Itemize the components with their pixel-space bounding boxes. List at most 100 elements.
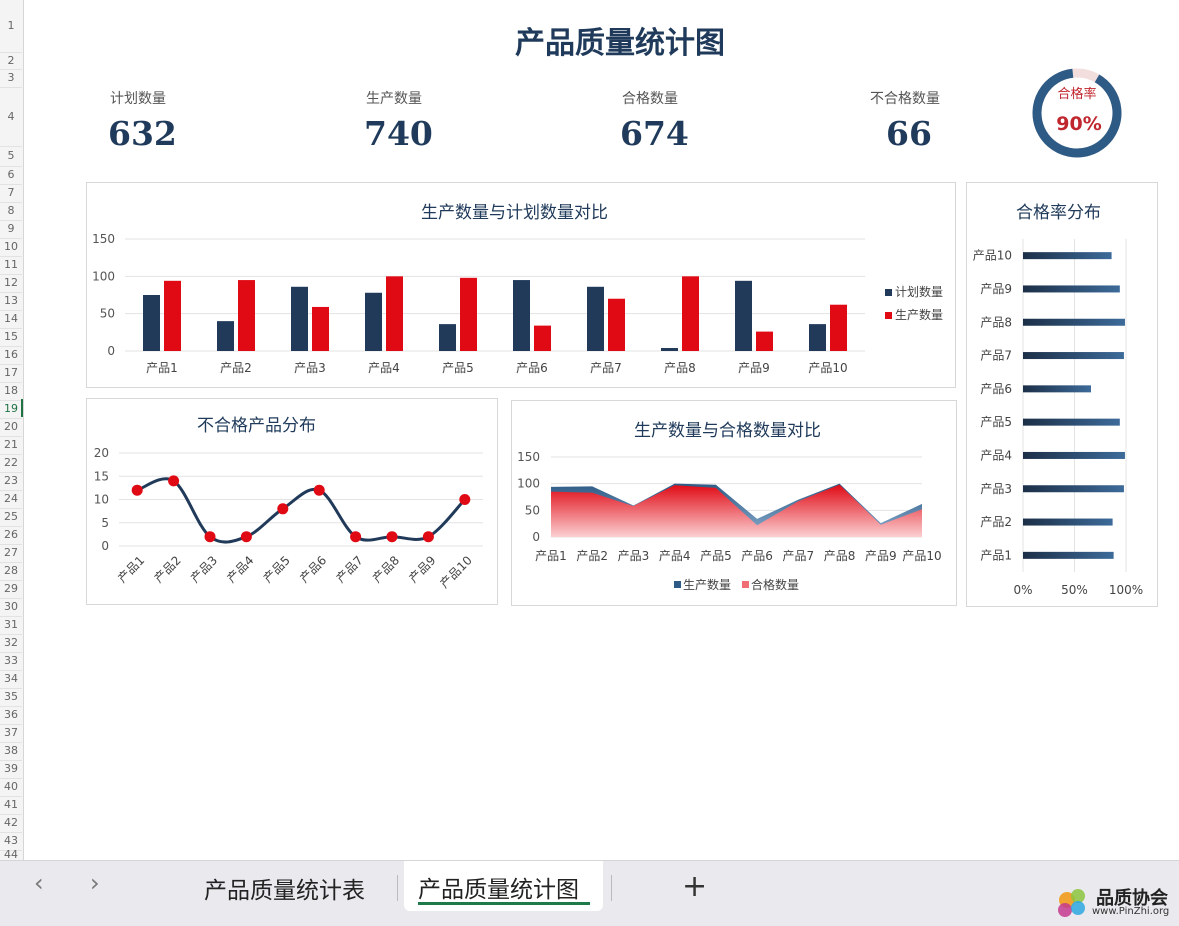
row-number[interactable]: 1 — [7, 19, 15, 32]
add-sheet-icon[interactable]: + — [682, 869, 708, 904]
row-number[interactable]: 3 — [7, 71, 15, 84]
y-tick-label: 0 — [101, 539, 109, 553]
row-divider — [0, 670, 22, 671]
data-point — [313, 484, 325, 496]
row-number[interactable]: 32 — [4, 636, 18, 649]
row-number[interactable]: 25 — [4, 510, 18, 523]
production-vs-plan-chart: 0 50 100 150 产品1 产品2 产品3 产品4 产品5 产品6 产品7 产品8 产品9 产品10… — [92, 232, 943, 375]
row-header: 1 2 3 4 5 6 7 8 9 10 11 12 13 14 15 16 17 18 19 20 21 22 23 24 2… — [0, 0, 24, 861]
bar — [1023, 485, 1124, 493]
bar — [1023, 285, 1120, 293]
row-number[interactable]: 17 — [4, 366, 18, 379]
row-number[interactable]: 44 — [4, 848, 18, 861]
row-number[interactable]: 20 — [4, 420, 18, 433]
row-number[interactable]: 41 — [4, 798, 18, 811]
row-number[interactable]: 29 — [4, 582, 18, 595]
row-number[interactable]: 21 — [4, 438, 18, 451]
row-number[interactable]: 30 — [4, 600, 18, 613]
bar — [1023, 352, 1124, 360]
defect-distribution-panel[interactable]: 不合格产品分布 0 5 10 15 20 产品1 产品2 产品3 产品4 产品5 产品6 产品7 产品8… — [86, 398, 498, 605]
row-number[interactable]: 11 — [4, 258, 18, 271]
row-number[interactable]: 12 — [4, 276, 18, 289]
sheet-tab-chart[interactable]: 产品质量统计图 — [404, 861, 603, 911]
row-number[interactable]: 14 — [4, 312, 18, 325]
row-number[interactable]: 35 — [4, 690, 18, 703]
bar — [386, 276, 403, 351]
kpi-qualified-label: 合格数量 — [622, 91, 678, 107]
x-tick-label: 0% — [1013, 583, 1032, 597]
row-divider — [0, 526, 22, 527]
pass-rate-panel[interactable]: 合格率分布 0% 50% 100% 产品10 产品9 产品8 产品7 产品6 产品5 产品4 产品3… — [966, 182, 1158, 607]
bar — [238, 280, 255, 351]
y-tick-label: 产品6 — [980, 382, 1012, 396]
row-number[interactable]: 40 — [4, 780, 18, 793]
pass-rate-chart: 0% 50% 100% 产品10 产品9 产品8 产品7 产品6 产品5 产品4 产品3 产品2 产品1 — [973, 239, 1143, 597]
row-number[interactable]: 5 — [7, 149, 15, 162]
row-divider — [0, 202, 22, 203]
y-tick-label: 0 — [532, 530, 540, 544]
row-number[interactable]: 18 — [4, 384, 18, 397]
row-number[interactable]: 4 — [7, 109, 15, 123]
bar — [735, 280, 752, 351]
row-number[interactable]: 8 — [7, 204, 15, 217]
row-divider — [0, 454, 22, 455]
y-tick-label: 产品5 — [980, 415, 1012, 429]
row-number[interactable]: 24 — [4, 492, 18, 505]
row-divider — [0, 850, 22, 851]
x-tick-label: 产品9 — [865, 549, 897, 563]
bar — [682, 276, 699, 351]
prev-sheet-icon[interactable]: ‹ — [34, 869, 44, 897]
page-title: 产品质量统计图 — [515, 26, 725, 61]
next-sheet-icon[interactable]: › — [90, 869, 100, 897]
row-number[interactable]: 19 — [4, 402, 18, 415]
bar — [513, 280, 530, 351]
row-number[interactable]: 26 — [4, 528, 18, 541]
y-tick-label: 0 — [107, 344, 115, 358]
sheet-tab-table[interactable]: 产品质量统计表 — [204, 878, 365, 904]
row-number[interactable]: 34 — [4, 672, 18, 685]
row-number[interactable]: 33 — [4, 654, 18, 667]
x-tick-label: 产品5 — [700, 549, 732, 563]
production-vs-qualified-panel[interactable]: 生产数量与合格数量对比 0 50 100 150 产品1 产品2 产品3 产品4 产品5 产品6 产… — [511, 400, 957, 606]
row-number[interactable]: 36 — [4, 708, 18, 721]
y-tick-label: 100 — [92, 269, 115, 283]
row-number[interactable]: 9 — [7, 222, 15, 235]
row-number[interactable]: 15 — [4, 330, 18, 343]
production-vs-plan-title: 生产数量与计划数量对比 — [421, 203, 608, 223]
row-number[interactable]: 6 — [7, 168, 15, 181]
row-number[interactable]: 7 — [7, 186, 15, 199]
y-tick-label: 20 — [94, 446, 109, 460]
x-tick-label: 产品6 — [741, 549, 773, 563]
row-number[interactable]: 2 — [7, 53, 15, 67]
bar — [756, 331, 773, 351]
row-divider — [0, 292, 22, 293]
row-number[interactable]: 37 — [4, 726, 18, 739]
x-tick-label: 产品8 — [664, 361, 696, 375]
production-vs-plan-panel[interactable]: 生产数量与计划数量对比 0 50 100 150 产品1 产品2 产品3 产品4 产品5 产品6 产… — [86, 182, 956, 388]
row-number[interactable]: 10 — [4, 240, 18, 253]
legend-label: 生产数量 — [895, 307, 943, 322]
production-vs-qualified-title: 生产数量与合格数量对比 — [634, 421, 821, 441]
row-number[interactable]: 23 — [4, 474, 18, 487]
kpi-planned-value: 632 — [108, 114, 177, 153]
active-row-marker — [21, 399, 23, 417]
row-number[interactable]: 38 — [4, 744, 18, 757]
pass-rate-gauge[interactable]: 合格率 90% — [1030, 66, 1124, 160]
x-tick-label: 产品6 — [297, 553, 329, 585]
x-tick-label: 产品1 — [115, 553, 147, 585]
bar — [1023, 385, 1091, 393]
row-number[interactable]: 39 — [4, 762, 18, 775]
row-divider — [0, 382, 22, 383]
data-point — [204, 531, 216, 543]
bar — [608, 298, 625, 351]
row-number[interactable]: 13 — [4, 294, 18, 307]
x-tick-label: 产品10 — [902, 549, 941, 563]
row-number[interactable]: 16 — [4, 348, 18, 361]
bar — [164, 280, 181, 351]
row-number[interactable]: 31 — [4, 618, 18, 631]
row-number[interactable]: 22 — [4, 456, 18, 469]
row-number[interactable]: 27 — [4, 546, 18, 559]
row-number[interactable]: 42 — [4, 816, 18, 829]
row-number[interactable]: 28 — [4, 564, 18, 577]
row-number[interactable]: 43 — [4, 834, 18, 847]
